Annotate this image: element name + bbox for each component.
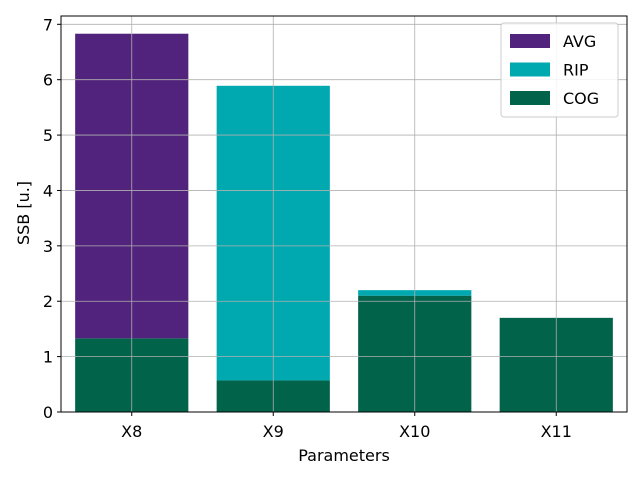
legend-swatch-rip <box>510 62 550 77</box>
x-tick-label: X11 <box>541 422 572 441</box>
y-tick-label: 2 <box>43 292 53 311</box>
y-tick-label: 6 <box>43 71 53 90</box>
y-tick-label: 0 <box>43 403 53 422</box>
legend-label-avg: AVG <box>563 32 596 51</box>
x-tick-label: X8 <box>121 422 142 441</box>
y-tick-label: 7 <box>43 15 53 34</box>
x-tick-label: X10 <box>399 422 430 441</box>
legend-swatch-avg <box>510 34 550 48</box>
legend: AVG RIP COG <box>500 22 619 118</box>
legend-label-cog: COG <box>563 89 599 108</box>
y-tick-label: 5 <box>43 126 53 145</box>
y-tick-label: 3 <box>43 237 53 256</box>
y-axis-label: SSB [u.] <box>14 181 33 245</box>
axes: 0 1 2 3 4 5 6 7 X8 X9 X10 X11 <box>43 15 628 441</box>
plot-frame <box>60 15 628 413</box>
y-tick-label: 1 <box>43 348 53 367</box>
x-axis-label: Parameters <box>298 446 390 465</box>
y-tick-label: 4 <box>43 181 53 200</box>
x-tick-label: X9 <box>263 422 284 441</box>
legend-swatch-cog <box>510 91 550 105</box>
legend-label-rip: RIP <box>563 61 589 80</box>
